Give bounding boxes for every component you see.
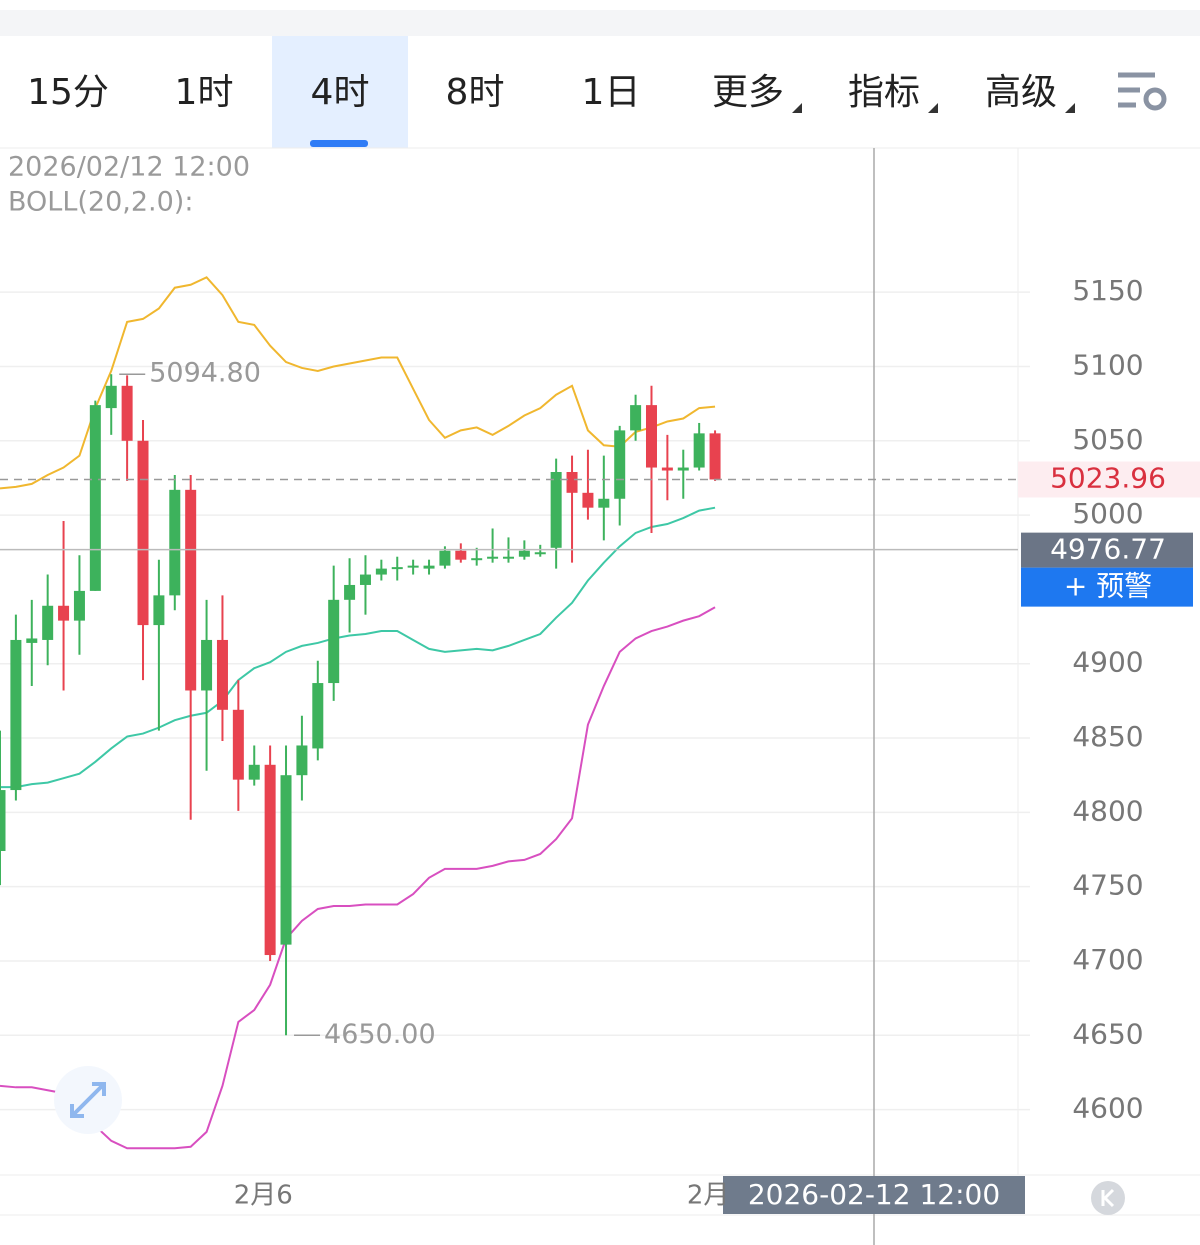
- candle-body: [518, 550, 530, 557]
- candle-body: [693, 433, 705, 468]
- candle-body: [89, 405, 101, 591]
- settings-icon[interactable]: [1118, 72, 1167, 111]
- crosshair-price-bg: [1021, 532, 1193, 568]
- candle-body: [407, 565, 419, 568]
- tab[interactable]: 高级: [985, 72, 1057, 113]
- boll-line: [0, 506, 716, 789]
- candle-body: [201, 639, 213, 691]
- y-tick-label: 5150: [1072, 274, 1143, 307]
- crosshair-time-label: 2026-02-12 12:00: [748, 1178, 1000, 1211]
- tab[interactable]: 指标: [848, 72, 920, 113]
- extreme-label: 5094.80: [149, 358, 261, 389]
- last-price-label: 5023.96: [1050, 461, 1166, 494]
- candle-body: [677, 467, 689, 471]
- candle-body: [10, 639, 22, 791]
- y-tick-label: 4800: [1072, 794, 1143, 827]
- candle-body: [280, 775, 292, 945]
- candle-body: [264, 764, 276, 956]
- y-tick-label: 5000: [1072, 497, 1143, 530]
- tab[interactable]: 15分: [27, 72, 109, 113]
- y-tick-label: 4600: [1072, 1092, 1143, 1125]
- boll-line: [0, 276, 716, 490]
- candle-body: [216, 639, 228, 710]
- candle-body: [487, 556, 499, 559]
- candle-body: [121, 385, 133, 441]
- candle-body: [105, 385, 117, 409]
- crosshair-price-label: 4976.77: [1050, 533, 1166, 566]
- crosshair-time-bg: [723, 1176, 1025, 1214]
- candle-body: [502, 556, 514, 559]
- candle-body: [26, 638, 38, 643]
- candle-body: [0, 790, 6, 851]
- candle-body: [534, 552, 546, 555]
- candle-body: [391, 567, 403, 570]
- y-tick-label: 4700: [1072, 943, 1143, 976]
- candle-body: [359, 574, 371, 585]
- info-time: 2026/02/12 12:00: [8, 152, 250, 183]
- candle-body: [73, 590, 85, 621]
- boll-line: [0, 606, 716, 1150]
- y-tick-label: 4750: [1072, 869, 1143, 902]
- tab[interactable]: 8时: [446, 72, 505, 113]
- candle-body: [185, 489, 197, 691]
- dropdown-caret: [1065, 103, 1075, 113]
- x-tick-label: 2月: [687, 1181, 730, 1211]
- candle-body: [630, 405, 642, 431]
- expand-icon[interactable]: [54, 1066, 122, 1134]
- status-strip: [0, 10, 1200, 36]
- y-tick-label: 5050: [1072, 423, 1143, 456]
- candle-body: [232, 709, 244, 780]
- tab[interactable]: 更多: [712, 72, 784, 113]
- y-tick-label: 4850: [1072, 720, 1143, 753]
- candle-body: [328, 599, 340, 684]
- tab[interactable]: 1日: [582, 72, 641, 113]
- candle-body: [455, 550, 467, 560]
- candle-body: [550, 472, 562, 548]
- candle-body: [598, 498, 610, 508]
- dropdown-caret: [792, 103, 802, 113]
- candle-body: [58, 605, 70, 621]
- candle-body: [566, 472, 578, 493]
- alert-button[interactable]: + 预警: [1064, 570, 1152, 603]
- x-tick-label: 2月6: [234, 1181, 293, 1211]
- last-price-bg: [1018, 461, 1200, 498]
- alert-button-bg[interactable]: [1021, 567, 1193, 607]
- candle-body: [614, 430, 626, 499]
- candle-body: [661, 467, 673, 471]
- candle-body: [709, 433, 721, 480]
- dropdown-caret: [928, 103, 938, 113]
- active-tab-bg: [272, 36, 408, 148]
- candle-body: [42, 605, 54, 640]
- active-tab-underline: [310, 140, 368, 147]
- y-tick-label: 5100: [1072, 348, 1143, 381]
- candle-body: [153, 595, 165, 626]
- candle-body: [296, 745, 308, 776]
- y-tick-label: 4900: [1072, 646, 1143, 679]
- extreme-label: 4650.00: [324, 1019, 436, 1050]
- candle-body: [169, 489, 181, 596]
- candle-body: [582, 492, 594, 508]
- candle-body: [344, 584, 356, 600]
- candle-body: [137, 440, 149, 626]
- scroll-to-latest[interactable]: [1091, 1181, 1125, 1215]
- indicator-label: BOLL(20,2.0):: [8, 187, 193, 218]
- candle-body: [439, 550, 451, 566]
- candle-body: [471, 558, 483, 561]
- candle-body: [312, 683, 324, 749]
- candle-body: [248, 764, 260, 780]
- candle-body: [423, 565, 435, 569]
- y-tick-label: 4650: [1072, 1017, 1143, 1050]
- tab[interactable]: 4时: [311, 72, 370, 113]
- candle-body: [645, 405, 657, 468]
- tab[interactable]: 1时: [175, 72, 234, 113]
- candle-body: [375, 568, 387, 575]
